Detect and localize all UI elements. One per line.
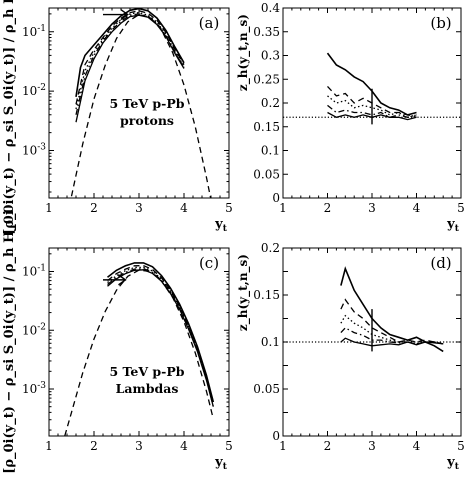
panel-c: 1 2 3 4 5 10-1 10-2 10-3 (c) 5 TeV p-Pb Lambdas yt [… [2,210,233,474]
series-line-2 [340,298,444,345]
y-tick-label: 10-1 [22,264,46,279]
panel-label: (d) [430,254,451,272]
x-tick-label: 4 [413,201,421,215]
y-tick-label: 0.15 [253,120,280,134]
x-tick-label: 1 [279,201,287,215]
x-tick-label: 5 [225,201,233,215]
series-line-2 [75,10,185,105]
panel-label: (c) [199,254,219,272]
x-axis-label: yt [446,217,460,234]
series-line-3 [340,314,444,345]
x-tick-label: 4 [180,201,188,215]
y-axis-label: z_h(y_t,n_s) [236,254,251,331]
x-tick-label: 4 [180,439,188,453]
x-tick-label: 2 [90,439,98,453]
annotation-line: 5 TeV p-Pb [110,364,185,379]
panel-a: 1 2 3 4 5 10-1 10-2 10-3 (a) 5 TeV p-Pb protons yt [… [2,0,233,235]
y-tick-label: 0.05 [253,382,280,396]
x-tick-label: 2 [90,201,98,215]
x-tick-label: 3 [135,201,143,215]
x-tick-label: 1 [279,439,287,453]
x-axis-label: yt [214,455,228,472]
x-tick-label: 3 [368,201,376,215]
x-tick-label: 4 [413,439,421,453]
y-axis-label: [ρ_0i(y_t) − ρ_si S_0i(y_t)] / ρ_h H_0i [2,210,17,474]
panel-label: (a) [199,14,220,32]
annotation-line: 5 TeV p-Pb [110,96,185,111]
y-tick-label: 0 [272,191,280,205]
y-tick-label: 0.05 [253,167,280,181]
series-line-5 [75,14,185,123]
series-line-5 [340,337,444,347]
series-line-3 [75,11,185,110]
arrow-head [120,8,129,21]
x-axis-label: yt [446,455,460,472]
y-tick-label: 0.2 [261,241,280,255]
panel-b: 1 2 3 4 5 0 0.05 0.1 0.15 0.2 0.25 0.3 0.35 0.4 (b) yt z… [236,1,465,234]
y-tick-label: 0.1 [261,144,280,158]
y-tick-label: 0 [272,429,280,443]
y-tick-label: 0.15 [253,288,280,302]
y-tick-label: 10-2 [22,83,46,98]
x-tick-label: 3 [368,439,376,453]
y-axis-label: z_h(y_t,n_s) [236,14,251,91]
x-tick-label: 2 [324,439,332,453]
annotation-line: Lambdas [116,381,179,396]
y-tick-label: 0.35 [253,25,280,39]
arrow-head [118,274,127,286]
x-tick-label: 2 [324,201,332,215]
x-tick-label: 1 [45,439,53,453]
x-tick-label: 5 [457,201,465,215]
y-tick-label: 0.3 [261,49,280,63]
y-tick-label: 0.1 [261,335,280,349]
x-tick-label: 3 [135,439,143,453]
y-tick-label: 0.2 [261,96,280,110]
x-tick-label: 5 [457,439,465,453]
panel-label: (b) [430,14,451,32]
x-tick-label: 1 [45,201,53,215]
series-line-4 [327,104,417,118]
series-line-5 [107,269,214,407]
annotation-line: protons [120,113,174,128]
x-tick-label: 5 [225,439,233,453]
y-tick-label: 0.25 [253,72,280,86]
y-tick-label: 0.4 [261,1,280,15]
plot-area [70,8,212,198]
model-curve [64,269,214,436]
series-line-4 [340,327,444,345]
plot-frame [48,247,230,437]
y-tick-label: 10-3 [22,143,46,158]
panel-d: 1 2 3 4 5 0 0.05 0.1 0.15 0.2 (d) yt z_h(y_t,n_s) [236,241,465,472]
plot-area [340,266,444,353]
x-axis-label: yt [214,217,228,234]
y-tick-label: 10-2 [22,322,46,337]
y-tick-label: 10-3 [22,381,46,396]
plot-area [64,262,215,436]
y-axis-label: [ρ_0i(y_t) − ρ_si S_0i(y_t)] / ρ_h H_0i [2,0,17,235]
y-tick-label: 10-1 [22,24,46,39]
